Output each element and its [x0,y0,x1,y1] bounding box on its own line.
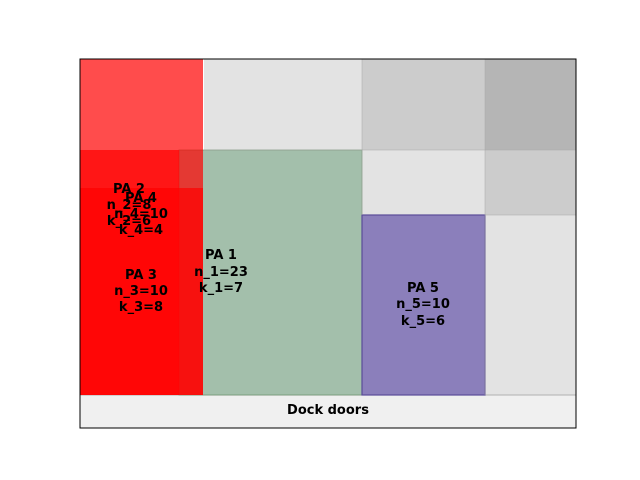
dock-doors-area [80,395,576,428]
dock-doors-label: Dock doors [287,403,369,418]
pa4-label: PA 4 n_4=10 k_4=4 [114,191,168,238]
grid-lines [204,59,576,395]
grid-cell [485,215,576,395]
plot-frame [79,58,577,429]
svg-text:n_5=10: n_5=10 [396,297,450,312]
svg-text:k_3=8: k_3=8 [119,300,163,315]
pick-area-3 [80,188,203,395]
grid-cell [485,150,576,215]
svg-text:PA 5: PA 5 [407,281,439,296]
svg-text:PA 2: PA 2 [113,182,145,197]
svg-text:PA 1: PA 1 [205,248,237,263]
pa3-label: PA 3 n_3=10 k_3=8 [114,268,168,315]
pa1-label: PA 1 n_1=23 k_1=7 [194,248,248,296]
svg-text:k_5=6: k_5=6 [401,314,445,329]
pa5-label: PA 5 n_5=10 k_5=6 [396,281,450,329]
svg-text:PA 4: PA 4 [125,191,157,206]
storage-grid [204,59,576,395]
svg-text:n_3=10: n_3=10 [114,284,168,299]
svg-text:n_4=10: n_4=10 [114,207,168,222]
svg-text:n_1=23: n_1=23 [194,265,248,280]
grid-cell [204,59,362,150]
svg-text:PA 3: PA 3 [125,268,157,283]
pa2-label: PA 2 n_2=8 k_2=6 [107,182,152,229]
svg-text:k_1=7: k_1=7 [199,281,243,296]
pick-area-1 [178,149,363,396]
svg-text:k_4=4: k_4=4 [119,223,163,238]
grid-cell [362,150,485,215]
svg-text:n_2=8: n_2=8 [107,198,152,213]
grid-cell [485,59,576,150]
grid-cell [362,59,485,150]
svg-text:k_2=6: k_2=6 [107,214,151,229]
